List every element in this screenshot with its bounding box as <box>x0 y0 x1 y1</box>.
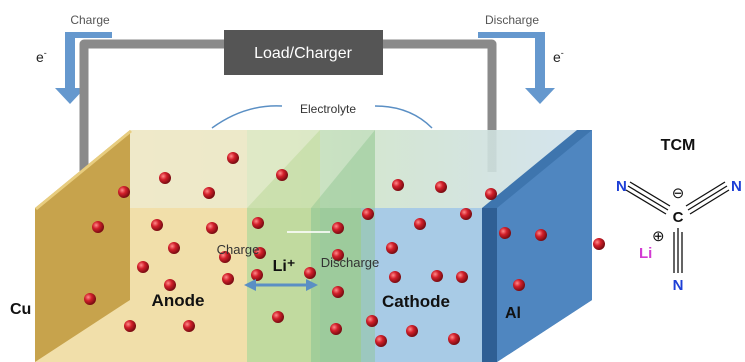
lithium-ion <box>332 286 344 298</box>
lithium-ion <box>386 242 398 254</box>
lithium-ion <box>456 271 468 283</box>
carbon-center: C <box>673 209 684 226</box>
lithium-ion <box>84 293 96 305</box>
electrolyte-label: Electrolyte <box>300 102 356 116</box>
load-charger-label: Load/Charger <box>254 45 353 62</box>
lithium-ion <box>251 269 263 281</box>
li-ion-label: Li⁺ <box>273 258 296 275</box>
electrolyte-pointer-left <box>211 105 283 129</box>
lithium-ion-molecule <box>593 238 605 250</box>
lithium-ion <box>183 320 195 332</box>
lithium-ion <box>137 261 149 273</box>
discharge-label: Discharge <box>485 13 539 27</box>
internal-discharge-label: Discharge <box>321 255 380 270</box>
lithium-ion <box>375 335 387 347</box>
lithium-ion <box>389 271 401 283</box>
nitrogen-left: N <box>616 178 627 195</box>
electron-label-left: e- <box>36 48 47 65</box>
external-wire <box>79 39 497 172</box>
cathode-label: Cathode <box>382 292 450 311</box>
lithium-ion <box>330 323 342 335</box>
lithium-ion <box>227 152 239 164</box>
lithium-ion <box>164 279 176 291</box>
lithium-ion <box>304 267 316 279</box>
lithium-ion <box>431 270 443 282</box>
separator-back-2 <box>320 130 375 208</box>
lithium-ion <box>118 186 130 198</box>
cu-label: Cu <box>10 301 31 318</box>
plus-charge: ⊕ <box>652 228 665 245</box>
nitrogen-right: N <box>731 178 742 195</box>
tcm-title: TCM <box>661 137 696 154</box>
lithium-ion <box>254 247 266 259</box>
charge-discharge-arrows: Charge Discharge Li⁺ <box>217 231 380 291</box>
electron-label-right: e- <box>553 48 564 65</box>
anode-label: Anode <box>152 291 205 310</box>
al-label: Al <box>505 305 521 322</box>
lithium-ion <box>485 188 497 200</box>
lithium-ion <box>272 311 284 323</box>
lithium-ion <box>448 333 460 345</box>
lithium-ion <box>219 251 231 263</box>
lithium-ion <box>362 208 374 220</box>
lithium-label: Li <box>639 245 652 262</box>
internal-charge-label: Charge <box>217 242 260 257</box>
lithium-ion <box>276 169 288 181</box>
lithium-ion <box>92 221 104 233</box>
anode-back <box>130 130 247 208</box>
lithium-ion <box>222 273 234 285</box>
separator-plane-2 <box>311 130 375 362</box>
lithium-ion <box>414 218 426 230</box>
lithium-ion <box>159 172 171 184</box>
lithium-ion <box>535 229 547 241</box>
lithium-ion <box>252 217 264 229</box>
lithium-ion <box>460 208 472 220</box>
lithium-ion <box>151 219 163 231</box>
lithium-ion <box>392 179 404 191</box>
minus-charge: ⊖ <box>672 185 685 202</box>
lithium-ion <box>203 187 215 199</box>
separator-plane-1 <box>247 130 320 362</box>
lithium-ions <box>84 152 547 347</box>
nitrogen-bottom: N <box>673 277 684 294</box>
lithium-ion <box>124 320 136 332</box>
electrolyte-pointer-right <box>374 105 433 129</box>
lithium-ion <box>332 249 344 261</box>
lithium-ion <box>435 181 447 193</box>
lithium-ion <box>513 279 525 291</box>
lithium-ion <box>366 315 378 327</box>
discharge-arrow: Discharge e- <box>478 13 564 104</box>
charge-arrow: Charge e- <box>36 13 112 104</box>
lithium-ion <box>332 222 344 234</box>
load-charger-box: Load/Charger <box>224 30 383 75</box>
lithium-ion <box>499 227 511 239</box>
tcm-molecule: TCM N N N C ⊖ Li ⊕ <box>593 137 742 294</box>
lithium-ion <box>406 325 418 337</box>
lithium-ion <box>206 222 218 234</box>
charge-label: Charge <box>70 13 110 27</box>
copper-collector <box>35 130 130 362</box>
lithium-ion <box>168 242 180 254</box>
